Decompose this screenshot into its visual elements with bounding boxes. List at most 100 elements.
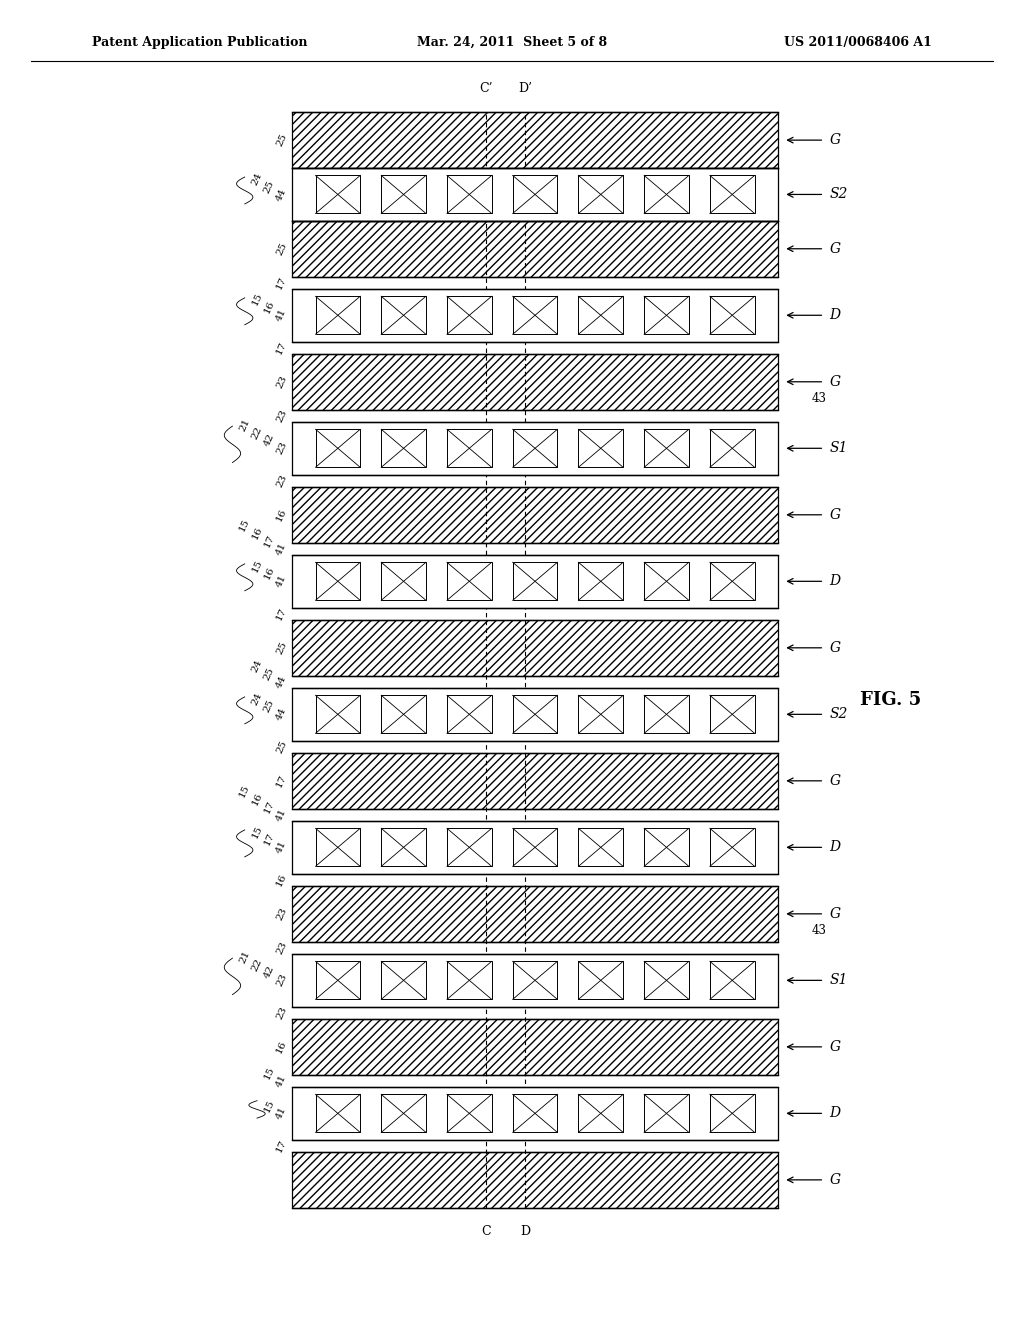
Text: 25: 25 (274, 132, 289, 148)
Text: 15: 15 (250, 557, 264, 573)
Text: 22: 22 (250, 957, 264, 973)
Bar (315, 176, 360, 214)
Text: 24: 24 (250, 170, 264, 186)
Text: G: G (829, 774, 841, 788)
Bar (381, 562, 426, 601)
Text: D: D (829, 309, 841, 322)
Bar (292, 1152, 778, 1208)
Bar (644, 562, 689, 601)
Text: S1: S1 (829, 973, 848, 987)
Bar (381, 1094, 426, 1133)
Bar (644, 1094, 689, 1133)
Bar (644, 296, 689, 334)
Text: 23: 23 (274, 940, 289, 956)
Bar (292, 289, 778, 342)
Bar (315, 1094, 360, 1133)
Text: Patent Application Publication: Patent Application Publication (92, 36, 307, 49)
Bar (579, 296, 624, 334)
Bar (381, 429, 426, 467)
Text: 23: 23 (274, 374, 289, 389)
Bar (710, 176, 755, 214)
Text: D: D (829, 1106, 841, 1121)
Bar (381, 176, 426, 214)
Bar (446, 176, 492, 214)
Bar (381, 696, 426, 734)
Bar (446, 296, 492, 334)
Bar (292, 821, 778, 874)
Bar (710, 1094, 755, 1133)
Bar (579, 696, 624, 734)
Text: 16: 16 (274, 507, 289, 523)
Text: 16: 16 (250, 525, 264, 541)
Text: 41: 41 (274, 840, 289, 855)
Bar (315, 696, 360, 734)
Bar (579, 829, 624, 866)
Bar (710, 829, 755, 866)
Bar (446, 562, 492, 601)
Bar (513, 562, 557, 601)
Text: 17: 17 (274, 339, 289, 355)
Bar (513, 961, 557, 999)
Text: D: D (520, 1225, 530, 1238)
Text: 17: 17 (262, 832, 276, 847)
Text: 15: 15 (262, 1097, 276, 1113)
Text: C: C (481, 1225, 492, 1238)
Bar (315, 562, 360, 601)
Bar (381, 296, 426, 334)
Text: 25: 25 (262, 178, 276, 194)
Text: 42: 42 (262, 433, 276, 449)
Bar (513, 296, 557, 334)
Text: 24: 24 (250, 690, 264, 706)
Text: 24: 24 (250, 659, 264, 675)
Text: 16: 16 (274, 873, 289, 888)
Bar (446, 429, 492, 467)
Text: G: G (829, 640, 841, 655)
Text: 25: 25 (262, 667, 276, 682)
Text: 43: 43 (812, 924, 826, 937)
Text: G: G (829, 1040, 841, 1053)
Bar (381, 829, 426, 866)
Bar (513, 1094, 557, 1133)
Bar (292, 620, 778, 676)
Text: 41: 41 (274, 541, 289, 557)
Bar (710, 961, 755, 999)
Bar (513, 829, 557, 866)
Bar (292, 354, 778, 409)
Text: S2: S2 (829, 187, 848, 202)
Text: C’: C’ (479, 82, 494, 95)
Bar (579, 429, 624, 467)
Bar (292, 954, 778, 1007)
Text: 23: 23 (274, 441, 289, 457)
Text: G: G (829, 242, 841, 256)
Bar (513, 696, 557, 734)
Text: 44: 44 (274, 675, 289, 690)
Text: 41: 41 (274, 308, 289, 323)
Bar (292, 112, 778, 168)
Text: S2: S2 (829, 708, 848, 721)
Bar (579, 1094, 624, 1133)
Text: 16: 16 (262, 565, 276, 581)
Text: FIG. 5: FIG. 5 (860, 690, 922, 709)
Text: 41: 41 (274, 1105, 289, 1121)
Text: Mar. 24, 2011  Sheet 5 of 8: Mar. 24, 2011 Sheet 5 of 8 (417, 36, 607, 49)
Bar (579, 176, 624, 214)
Text: S1: S1 (829, 441, 848, 455)
Bar (446, 696, 492, 734)
Text: 16: 16 (250, 791, 264, 807)
Text: 43: 43 (812, 392, 826, 405)
Text: 23: 23 (274, 906, 289, 921)
Text: 23: 23 (274, 973, 289, 989)
Bar (292, 220, 778, 277)
Bar (292, 487, 778, 543)
Bar (644, 176, 689, 214)
Text: 25: 25 (274, 739, 289, 755)
Text: D’: D’ (518, 82, 532, 95)
Bar (446, 829, 492, 866)
Text: 15: 15 (262, 1065, 276, 1081)
Bar (644, 429, 689, 467)
Text: US 2011/0068406 A1: US 2011/0068406 A1 (784, 36, 932, 49)
Text: 17: 17 (274, 275, 289, 290)
Bar (292, 168, 778, 220)
Text: 23: 23 (274, 408, 289, 424)
Text: 15: 15 (238, 517, 252, 533)
